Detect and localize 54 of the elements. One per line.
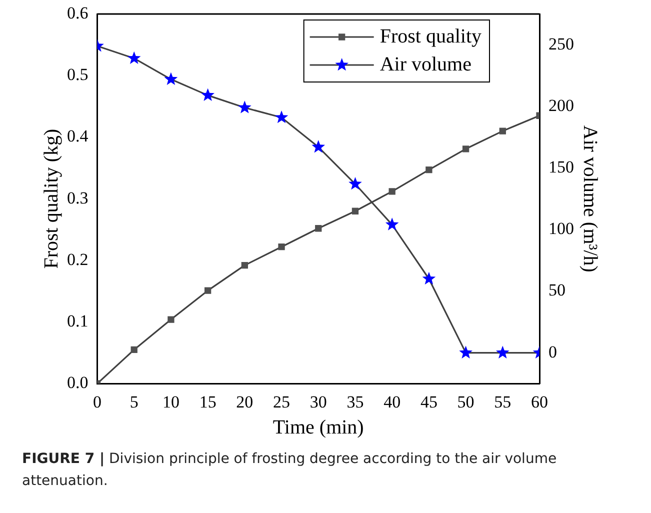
y-tick-label: 0.1 [67, 311, 88, 330]
legend-label: Frost quality [380, 25, 482, 48]
y2-tick-label: 200 [548, 96, 574, 115]
y2-tick-label: 250 [548, 34, 574, 54]
x-tick-label: 5 [130, 392, 138, 412]
y2-tick-label: 100 [548, 219, 574, 238]
point [274, 110, 288, 124]
x-tick-label: 0 [93, 392, 102, 412]
caption: FIGURE 7 | Division principle of frosting degree according to the air volume attenuation. [22, 450, 558, 491]
y-tick-label: 0.0 [67, 373, 88, 392]
x-tick-label: 30 [310, 392, 327, 412]
point [241, 262, 248, 269]
point [168, 316, 174, 323]
x-tick-label: 10 [162, 392, 180, 412]
point [459, 346, 472, 358]
x-tick-label: 15 [199, 392, 216, 412]
point [462, 146, 470, 152]
legend-label: Air volume [380, 53, 472, 76]
y-tick-label: 0.3 [67, 188, 88, 208]
point [164, 72, 178, 85]
point [422, 272, 436, 285]
point [238, 100, 252, 114]
y-axis-title: Frost quality (kg) [40, 128, 62, 269]
x-tick-label: 50 [457, 392, 474, 412]
x-tick-label: 40 [384, 392, 401, 412]
x-tick-label: 20 [236, 392, 254, 412]
point [426, 166, 432, 174]
point [278, 244, 285, 250]
x-tick-label: 35 [346, 392, 364, 412]
point [201, 88, 214, 101]
x-axis-title: Time (min) [272, 416, 364, 438]
y-tick-label: 0.2 [67, 250, 88, 269]
point [388, 188, 396, 195]
x-tick-label: 55 [494, 392, 512, 412]
y2-axis-title: Air volume (m³/h) [578, 125, 601, 272]
x-tick-label: 60 [531, 392, 548, 412]
point [348, 177, 362, 190]
x-tick-label: 45 [420, 392, 438, 412]
y-tick-label: 0.6 [67, 3, 88, 22]
y-tick-label: 0.5 [67, 65, 88, 84]
point [127, 51, 141, 64]
y2-tick-label: 50 [548, 280, 566, 300]
point [312, 140, 326, 153]
point [499, 128, 506, 134]
y2-tick-label: 0 [548, 342, 557, 362]
point [130, 346, 138, 354]
point [385, 218, 399, 230]
point [352, 208, 359, 214]
point [315, 225, 322, 232]
x-tick-label: 25 [273, 392, 290, 412]
y2-tick-label: 150 [548, 157, 574, 176]
point [496, 346, 510, 358]
y-tick-label: 0.4 [67, 126, 89, 146]
point [204, 287, 212, 294]
